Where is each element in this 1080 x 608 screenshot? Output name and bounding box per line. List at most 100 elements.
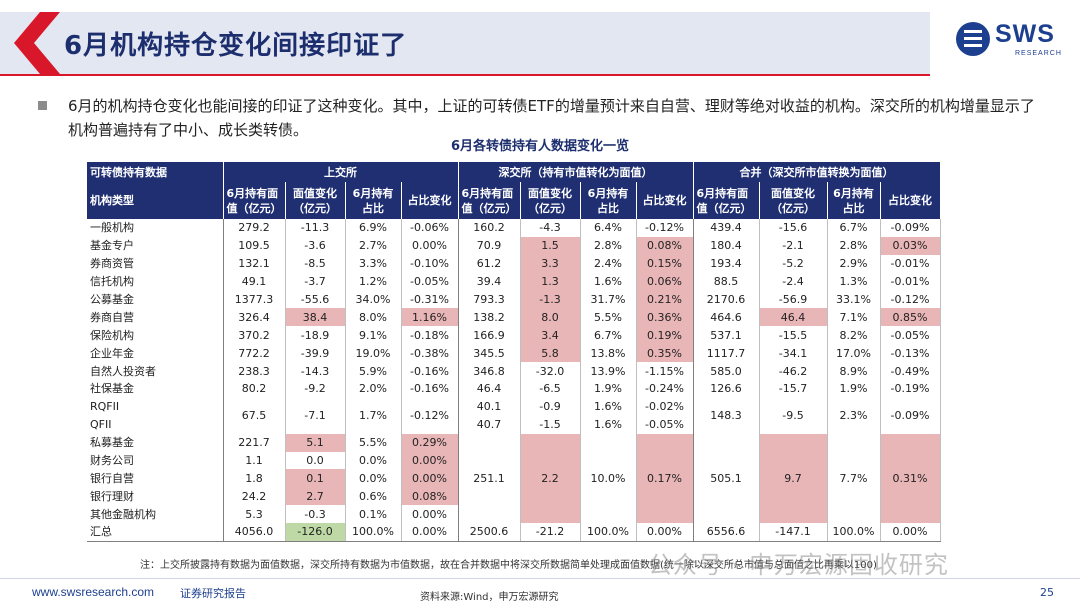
cell: -0.12% (401, 397, 459, 434)
cell-highlight: 5.1 (285, 433, 346, 452)
cell: 0.6% (345, 487, 402, 506)
cell: 49.1 (223, 272, 286, 291)
cell: 13.9% (580, 362, 637, 381)
cell: 13.8% (580, 344, 637, 363)
cell-highlight: 0.29% (401, 433, 459, 452)
cell: 4056.0 (223, 523, 286, 542)
cell: 221.7 (223, 433, 286, 452)
cell-highlight: 0.00% (401, 469, 459, 488)
table-row: 财务公司 1.1 0.0 0.0% 0.00% (87, 451, 940, 470)
cell: -0.16% (401, 380, 459, 398)
cell: -3.7 (285, 272, 346, 291)
row-label: 公募基金 (87, 290, 224, 309)
cell: 6.9% (345, 219, 402, 237)
row-label: QFII (87, 415, 224, 434)
cell-highlight: 3.3 (520, 254, 581, 273)
column-header: 6月持有面值（亿元） (223, 182, 286, 219)
table-row: 私募基金 221.7 5.1 5.5% 0.29% 251.1 2.2 10.0… (87, 433, 941, 524)
cell: 19.0% (345, 344, 402, 363)
footer-url-link[interactable]: www.swsresearch.com (32, 585, 155, 599)
cell: 138.2 (458, 308, 521, 327)
cell: 0.0 (285, 451, 346, 470)
column-header: 占比变化 (880, 182, 941, 219)
logo-wordmark: SWS (995, 20, 1055, 48)
cell: 2.4% (580, 254, 637, 273)
cell: 439.4 (693, 219, 760, 237)
cell-highlight: 0.00% (401, 451, 459, 470)
table-row: 银行自营 1.8 0.1 0.0% 0.00% (87, 469, 940, 488)
cell-highlight: 0.19% (636, 326, 694, 345)
cell-highlight-green: -126.0 (285, 523, 346, 542)
column-header: 占比变化 (401, 182, 459, 219)
cell: -0.01% (880, 272, 941, 291)
cell: -0.49% (880, 362, 941, 381)
cell: 126.6 (693, 380, 760, 398)
cell: -0.02% (636, 397, 694, 416)
cell: 31.7% (580, 290, 637, 309)
cell: 464.6 (693, 308, 760, 327)
cell: 1.9% (580, 380, 637, 398)
cell: 61.2 (458, 254, 521, 273)
cell: 8.9% (827, 362, 881, 381)
cell: 7.1% (827, 308, 881, 327)
cell: -0.12% (636, 219, 694, 237)
column-header: 面值变化（亿元） (520, 182, 581, 219)
column-header: 机构类型 (87, 182, 224, 219)
cell: 40.7 (458, 415, 521, 434)
cell-highlight: 3.4 (520, 326, 581, 345)
table-row: 保险机构 370.2 -18.9 9.1% -0.18% 166.9 3.4 6… (87, 326, 941, 345)
row-label: 银行自营 (87, 469, 224, 488)
cell: 345.5 (458, 344, 521, 363)
row-label: 保险机构 (87, 326, 224, 345)
cell: -0.3 (285, 505, 346, 524)
group-header: 合并（深交所市值转换为面值） (693, 162, 941, 182)
cell: 0.00% (880, 523, 941, 542)
cell: 326.4 (223, 308, 286, 327)
cell: -2.4 (759, 272, 828, 291)
cell: -0.19% (880, 380, 941, 398)
cell: 5.9% (345, 362, 402, 381)
row-label: 一般机构 (87, 219, 224, 237)
square-bullet-icon (38, 101, 47, 110)
cell: -14.3 (285, 362, 346, 381)
cell: 1.3% (827, 272, 881, 291)
cell: -2.1 (759, 236, 828, 255)
cell-highlight: 2.2 (520, 433, 581, 524)
table-row: 公募基金 1377.3 -55.6 34.0% -0.31% 793.3 -1.… (87, 290, 941, 309)
page-title: 6月机构持仓变化间接印证了 (64, 31, 408, 61)
cell: 0.00% (401, 523, 459, 542)
cell: 40.1 (458, 397, 521, 416)
cell: 346.8 (458, 362, 521, 381)
cell: -3.6 (285, 236, 346, 255)
row-label: 财务公司 (87, 451, 224, 470)
cell: 370.2 (223, 326, 286, 345)
table-row: QFII 40.7 -1.5 1.6% -0.05% (87, 415, 940, 434)
cell-highlight: 0.36% (636, 308, 694, 327)
table-row: RQFII 67.5 -7.1 1.7% -0.12% 40.1 -0.9 1.… (87, 397, 941, 434)
cell: 88.5 (693, 272, 760, 291)
cell-highlight: 0.21% (636, 290, 694, 309)
cell: 132.1 (223, 254, 286, 273)
column-header: 面值变化（亿元） (285, 182, 346, 219)
cell: 8.0% (345, 308, 402, 327)
cell: 67.5 (223, 397, 286, 434)
cell: -39.9 (285, 344, 346, 363)
cell: -9.5 (759, 397, 828, 434)
cell-highlight: 9.7 (759, 433, 828, 524)
watermark: 公众号 · 申万宏源固收研究 (648, 551, 949, 579)
cell: 2.7% (345, 236, 402, 255)
cell: 1.6% (580, 415, 637, 434)
cell-highlight: 0.15% (636, 254, 694, 273)
cell-highlight: 46.4 (759, 308, 828, 327)
cell: -1.5 (520, 415, 581, 434)
cell: -7.1 (285, 397, 346, 434)
cell: 0.00% (401, 505, 459, 524)
table-note: 注：上交所披露持有数据为面值数据，深交所持有数据为市值数据，故在合并数据中将深交… (140, 560, 877, 571)
cell: 100.0% (580, 523, 637, 542)
cell: 793.3 (458, 290, 521, 309)
cell: -5.2 (759, 254, 828, 273)
cell: -0.24% (636, 380, 694, 398)
cell: -15.5 (759, 326, 828, 345)
title-band: 6月机构持仓变化间接印证了 SWS RESEARCH (0, 0, 1080, 80)
cell: -0.01% (880, 254, 941, 273)
